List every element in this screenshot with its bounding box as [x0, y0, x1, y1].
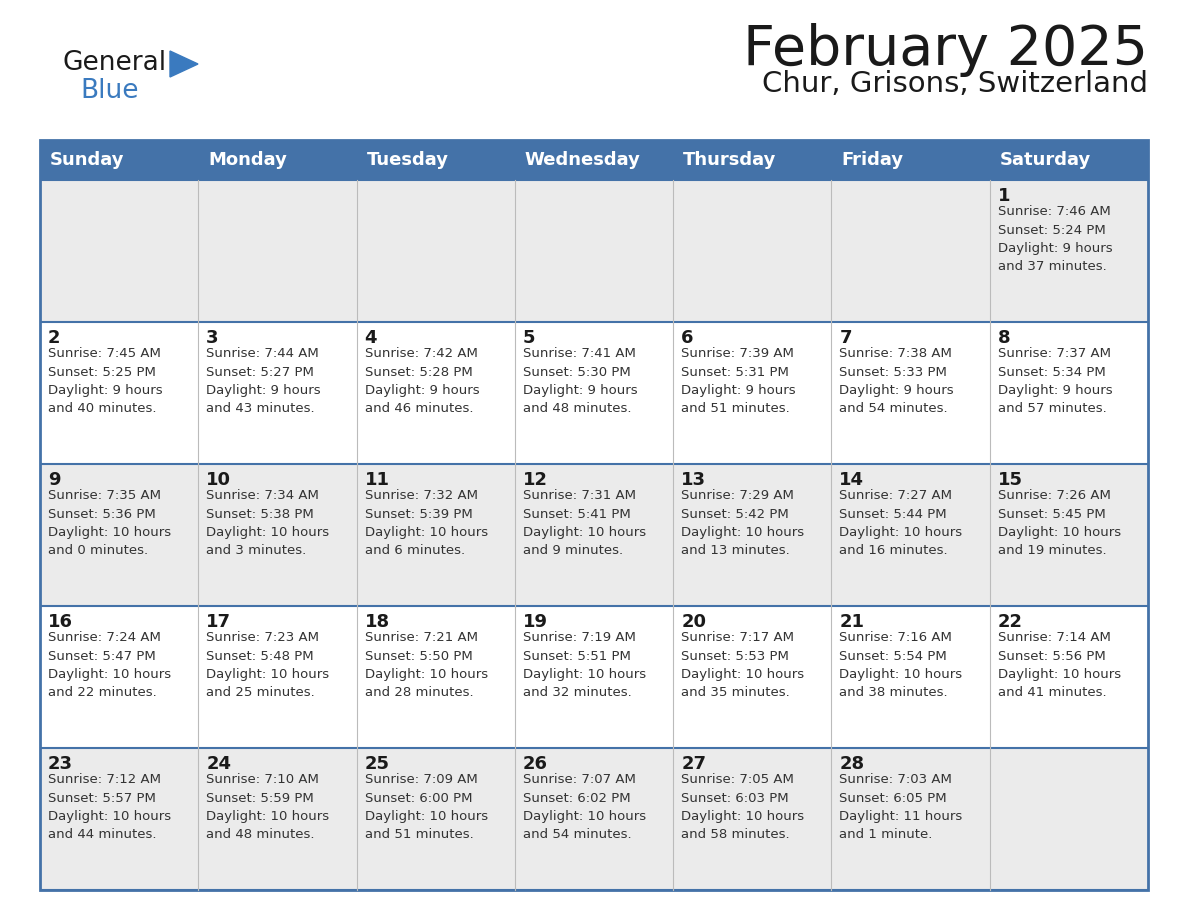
- Text: 4: 4: [365, 329, 377, 347]
- Text: 26: 26: [523, 755, 548, 773]
- Text: 18: 18: [365, 613, 390, 631]
- Bar: [40, 748, 1148, 890]
- Text: Wednesday: Wednesday: [525, 151, 640, 169]
- Bar: [40, 322, 1148, 464]
- Text: Sunday: Sunday: [50, 151, 125, 169]
- Text: 5: 5: [523, 329, 536, 347]
- Text: 15: 15: [998, 471, 1023, 489]
- Bar: [40, 140, 198, 180]
- Text: Friday: Friday: [841, 151, 904, 169]
- Text: Sunrise: 7:35 AM
Sunset: 5:36 PM
Daylight: 10 hours
and 0 minutes.: Sunrise: 7:35 AM Sunset: 5:36 PM Dayligh…: [48, 489, 171, 557]
- Text: 14: 14: [840, 471, 865, 489]
- Polygon shape: [170, 51, 198, 77]
- Text: Sunrise: 7:16 AM
Sunset: 5:54 PM
Daylight: 10 hours
and 38 minutes.: Sunrise: 7:16 AM Sunset: 5:54 PM Dayligh…: [840, 631, 962, 700]
- Text: 1: 1: [998, 187, 1010, 205]
- Bar: [198, 140, 356, 180]
- Text: Sunrise: 7:34 AM
Sunset: 5:38 PM
Daylight: 10 hours
and 3 minutes.: Sunrise: 7:34 AM Sunset: 5:38 PM Dayligh…: [207, 489, 329, 557]
- Text: Sunrise: 7:29 AM
Sunset: 5:42 PM
Daylight: 10 hours
and 13 minutes.: Sunrise: 7:29 AM Sunset: 5:42 PM Dayligh…: [681, 489, 804, 557]
- Text: Thursday: Thursday: [683, 151, 777, 169]
- Bar: [832, 140, 990, 180]
- Text: Sunrise: 7:38 AM
Sunset: 5:33 PM
Daylight: 9 hours
and 54 minutes.: Sunrise: 7:38 AM Sunset: 5:33 PM Dayligh…: [840, 347, 954, 416]
- Text: Monday: Monday: [208, 151, 287, 169]
- Text: Sunrise: 7:32 AM
Sunset: 5:39 PM
Daylight: 10 hours
and 6 minutes.: Sunrise: 7:32 AM Sunset: 5:39 PM Dayligh…: [365, 489, 488, 557]
- Text: Sunrise: 7:17 AM
Sunset: 5:53 PM
Daylight: 10 hours
and 35 minutes.: Sunrise: 7:17 AM Sunset: 5:53 PM Dayligh…: [681, 631, 804, 700]
- Text: Sunrise: 7:24 AM
Sunset: 5:47 PM
Daylight: 10 hours
and 22 minutes.: Sunrise: 7:24 AM Sunset: 5:47 PM Dayligh…: [48, 631, 171, 700]
- Text: Sunrise: 7:39 AM
Sunset: 5:31 PM
Daylight: 9 hours
and 51 minutes.: Sunrise: 7:39 AM Sunset: 5:31 PM Dayligh…: [681, 347, 796, 416]
- Text: Saturday: Saturday: [1000, 151, 1091, 169]
- Text: 3: 3: [207, 329, 219, 347]
- Text: 24: 24: [207, 755, 232, 773]
- Bar: [40, 606, 1148, 748]
- Text: Sunrise: 7:45 AM
Sunset: 5:25 PM
Daylight: 9 hours
and 40 minutes.: Sunrise: 7:45 AM Sunset: 5:25 PM Dayligh…: [48, 347, 163, 416]
- Text: 10: 10: [207, 471, 232, 489]
- Text: Sunrise: 7:09 AM
Sunset: 6:00 PM
Daylight: 10 hours
and 51 minutes.: Sunrise: 7:09 AM Sunset: 6:00 PM Dayligh…: [365, 773, 488, 842]
- Bar: [356, 140, 514, 180]
- Text: 11: 11: [365, 471, 390, 489]
- Text: 19: 19: [523, 613, 548, 631]
- Text: Sunrise: 7:10 AM
Sunset: 5:59 PM
Daylight: 10 hours
and 48 minutes.: Sunrise: 7:10 AM Sunset: 5:59 PM Dayligh…: [207, 773, 329, 842]
- Text: Chur, Grisons, Switzerland: Chur, Grisons, Switzerland: [762, 70, 1148, 98]
- Text: 6: 6: [681, 329, 694, 347]
- Text: Sunrise: 7:26 AM
Sunset: 5:45 PM
Daylight: 10 hours
and 19 minutes.: Sunrise: 7:26 AM Sunset: 5:45 PM Dayligh…: [998, 489, 1120, 557]
- Bar: [514, 140, 674, 180]
- Text: Sunrise: 7:05 AM
Sunset: 6:03 PM
Daylight: 10 hours
and 58 minutes.: Sunrise: 7:05 AM Sunset: 6:03 PM Dayligh…: [681, 773, 804, 842]
- Bar: [40, 464, 1148, 606]
- Text: Sunrise: 7:44 AM
Sunset: 5:27 PM
Daylight: 9 hours
and 43 minutes.: Sunrise: 7:44 AM Sunset: 5:27 PM Dayligh…: [207, 347, 321, 416]
- Text: Sunrise: 7:23 AM
Sunset: 5:48 PM
Daylight: 10 hours
and 25 minutes.: Sunrise: 7:23 AM Sunset: 5:48 PM Dayligh…: [207, 631, 329, 700]
- Text: 25: 25: [365, 755, 390, 773]
- Text: Sunrise: 7:37 AM
Sunset: 5:34 PM
Daylight: 9 hours
and 57 minutes.: Sunrise: 7:37 AM Sunset: 5:34 PM Dayligh…: [998, 347, 1112, 416]
- Text: Sunrise: 7:42 AM
Sunset: 5:28 PM
Daylight: 9 hours
and 46 minutes.: Sunrise: 7:42 AM Sunset: 5:28 PM Dayligh…: [365, 347, 479, 416]
- Text: Sunrise: 7:03 AM
Sunset: 6:05 PM
Daylight: 11 hours
and 1 minute.: Sunrise: 7:03 AM Sunset: 6:05 PM Dayligh…: [840, 773, 962, 842]
- Text: Sunrise: 7:21 AM
Sunset: 5:50 PM
Daylight: 10 hours
and 28 minutes.: Sunrise: 7:21 AM Sunset: 5:50 PM Dayligh…: [365, 631, 488, 700]
- Text: Sunrise: 7:27 AM
Sunset: 5:44 PM
Daylight: 10 hours
and 16 minutes.: Sunrise: 7:27 AM Sunset: 5:44 PM Dayligh…: [840, 489, 962, 557]
- Text: 8: 8: [998, 329, 1010, 347]
- Text: 16: 16: [48, 613, 72, 631]
- Text: Blue: Blue: [80, 78, 139, 104]
- Text: General: General: [62, 50, 166, 76]
- Text: Sunrise: 7:46 AM
Sunset: 5:24 PM
Daylight: 9 hours
and 37 minutes.: Sunrise: 7:46 AM Sunset: 5:24 PM Dayligh…: [998, 205, 1112, 274]
- Text: 22: 22: [998, 613, 1023, 631]
- Text: Sunrise: 7:07 AM
Sunset: 6:02 PM
Daylight: 10 hours
and 54 minutes.: Sunrise: 7:07 AM Sunset: 6:02 PM Dayligh…: [523, 773, 646, 842]
- Text: February 2025: February 2025: [742, 23, 1148, 77]
- Text: 17: 17: [207, 613, 232, 631]
- Text: 7: 7: [840, 329, 852, 347]
- Text: Sunrise: 7:41 AM
Sunset: 5:30 PM
Daylight: 9 hours
and 48 minutes.: Sunrise: 7:41 AM Sunset: 5:30 PM Dayligh…: [523, 347, 638, 416]
- Bar: [674, 140, 832, 180]
- Text: 9: 9: [48, 471, 61, 489]
- Text: 13: 13: [681, 471, 706, 489]
- Text: Sunrise: 7:12 AM
Sunset: 5:57 PM
Daylight: 10 hours
and 44 minutes.: Sunrise: 7:12 AM Sunset: 5:57 PM Dayligh…: [48, 773, 171, 842]
- Text: Sunrise: 7:19 AM
Sunset: 5:51 PM
Daylight: 10 hours
and 32 minutes.: Sunrise: 7:19 AM Sunset: 5:51 PM Dayligh…: [523, 631, 646, 700]
- Text: 20: 20: [681, 613, 706, 631]
- Bar: [40, 180, 1148, 322]
- Text: 12: 12: [523, 471, 548, 489]
- Text: 21: 21: [840, 613, 865, 631]
- Bar: [990, 140, 1148, 180]
- Text: Tuesday: Tuesday: [367, 151, 449, 169]
- Text: 27: 27: [681, 755, 706, 773]
- Text: Sunrise: 7:14 AM
Sunset: 5:56 PM
Daylight: 10 hours
and 41 minutes.: Sunrise: 7:14 AM Sunset: 5:56 PM Dayligh…: [998, 631, 1120, 700]
- Bar: [40, 140, 1148, 890]
- Text: 2: 2: [48, 329, 61, 347]
- Text: 23: 23: [48, 755, 72, 773]
- Text: Sunrise: 7:31 AM
Sunset: 5:41 PM
Daylight: 10 hours
and 9 minutes.: Sunrise: 7:31 AM Sunset: 5:41 PM Dayligh…: [523, 489, 646, 557]
- Text: 28: 28: [840, 755, 865, 773]
